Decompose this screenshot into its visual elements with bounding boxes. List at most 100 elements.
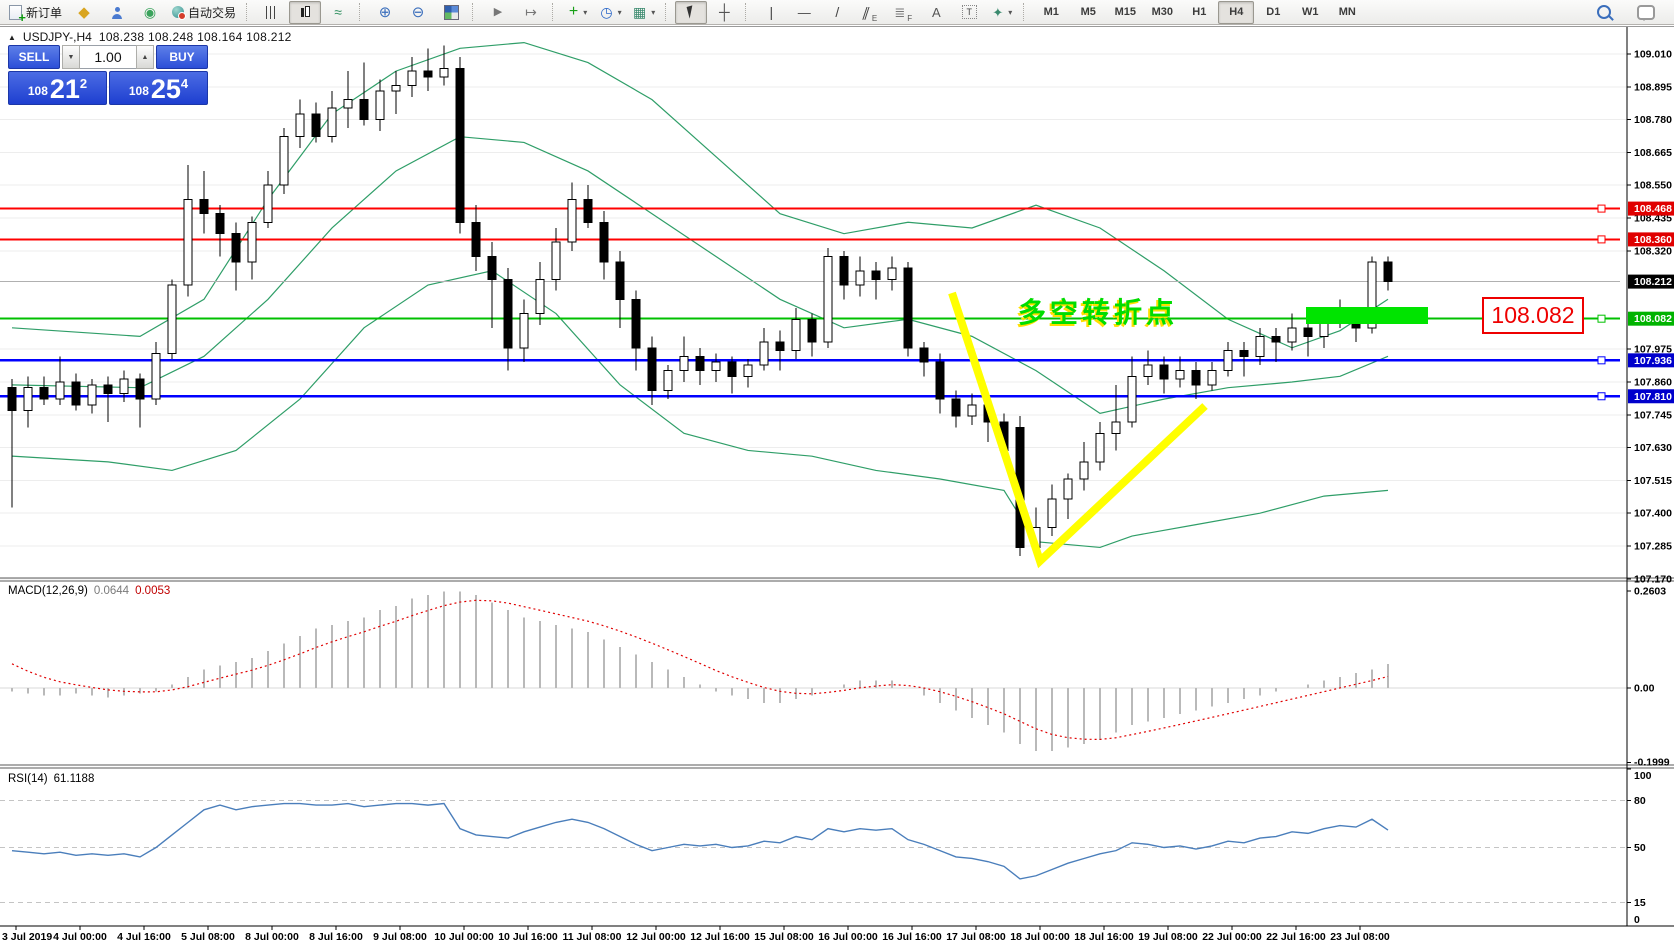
toolbar-trendline[interactable]: / <box>821 1 853 24</box>
candle-body <box>519 313 529 349</box>
toolbar-equidistant-channel[interactable]: ∥ E <box>854 1 886 24</box>
timeframe-MN[interactable]: MN <box>1338 6 1356 18</box>
price-tick-label: 108.780 <box>1634 114 1672 126</box>
toolbar-crosshair[interactable]: ┼ <box>708 1 740 24</box>
candle-body <box>1367 261 1377 329</box>
candle-body <box>359 99 369 121</box>
toolbar-auto-trading[interactable]: 自动交易 <box>167 1 241 24</box>
toolbar-zoom-out[interactable]: ⊖ <box>402 1 434 24</box>
toolbar-line-chart[interactable]: ≈ <box>322 1 354 24</box>
candle-body <box>119 378 129 394</box>
chart-window-icon: ◆ <box>78 3 90 21</box>
line-end-marker <box>1597 204 1606 213</box>
toolbar-chat[interactable] <box>1630 1 1662 24</box>
toolbar-auto-scroll[interactable]: ▶ <box>482 1 514 24</box>
toolbar-add-indicator[interactable]: + ▾ <box>562 1 594 24</box>
timeframe-M30[interactable]: M30 <box>1151 6 1173 18</box>
date-label: 17 Jul 08:00 <box>946 931 1006 943</box>
volume-input[interactable]: 1.00 <box>80 45 136 69</box>
candle-body <box>1239 350 1249 357</box>
text-label-icon: T <box>961 5 977 19</box>
toolbar-separator <box>359 3 364 21</box>
toolbar-signals[interactable]: ◉ <box>134 1 166 24</box>
price-badge-label: 108.468 <box>1634 203 1672 215</box>
new-order-label: 新订单 <box>26 5 63 20</box>
candle-body <box>1207 370 1217 386</box>
price-badge <box>1628 201 1674 216</box>
periods-dropdown-caret[interactable]: ▾ <box>617 7 622 17</box>
toolbar-profiles[interactable] <box>101 1 133 24</box>
candle-body <box>439 67 449 78</box>
turning-point-annotation: 多空转折点 <box>1018 297 1179 328</box>
toolbar-chart-window[interactable]: ◆ <box>68 1 100 24</box>
timeframe-D1[interactable]: D1 <box>1266 6 1281 18</box>
equidistant-channel-sub-label: E <box>871 13 878 23</box>
candle-body <box>823 256 833 343</box>
timeframe-H4[interactable]: H4 <box>1218 0 1255 24</box>
arrows-dropdown-caret[interactable]: ▾ <box>1008 7 1013 17</box>
ohlc-values: 108.238 108.248 108.164 108.212 <box>98 30 292 44</box>
toolbar-text-label[interactable]: T <box>953 1 985 24</box>
support-zone-rectangle <box>1306 307 1428 324</box>
toolbar-cursor[interactable] <box>675 0 708 24</box>
candle-body <box>39 387 49 400</box>
date-label: 12 Jul 00:00 <box>626 931 686 943</box>
sell-button[interactable]: SELL <box>8 45 60 69</box>
toolbar-candlestick-chart[interactable] <box>289 0 322 24</box>
toolbar-tile-windows[interactable] <box>435 1 467 24</box>
chat-icon <box>1637 4 1655 21</box>
toolbar-search[interactable] <box>1588 1 1620 24</box>
date-label: 10 Jul 00:00 <box>434 931 494 943</box>
macd-value: 0.0644 <box>93 585 130 597</box>
timeframe-M1[interactable]: M1 <box>1043 6 1059 18</box>
auto-trading-label: 自动交易 <box>188 5 237 20</box>
vertical-line-icon: | <box>769 4 774 20</box>
toolbar-templates[interactable]: ▦ ▾ <box>628 1 660 24</box>
toolbar-new-order[interactable]: 新订单 <box>4 1 67 25</box>
candle-body <box>711 361 721 372</box>
toolbar-zoom-in[interactable]: ⊕ <box>369 1 401 24</box>
timeframe-M5[interactable]: M5 <box>1080 6 1096 18</box>
price-badge <box>1628 389 1674 404</box>
timeframe-H1[interactable]: H1 <box>1192 6 1207 18</box>
toolbar-bar-chart[interactable] <box>256 1 288 24</box>
candle-body <box>1303 327 1313 337</box>
toolbar-fibonacci[interactable]: ≣ F <box>887 1 919 24</box>
templates-dropdown-caret[interactable]: ▾ <box>651 7 656 17</box>
chart-canvas[interactable]: 109.010 108.895 108.780 108.665 108.550 108.4… <box>0 27 1674 949</box>
buy-button[interactable]: BUY <box>156 45 208 69</box>
candle-body <box>247 221 257 263</box>
price-badge-label: 108.360 <box>1634 234 1672 246</box>
toolbar-separator <box>552 3 557 21</box>
toolbar-chart-shift[interactable]: ↦ <box>515 1 547 24</box>
date-label: 10 Jul 16:00 <box>498 931 558 943</box>
candle-body <box>55 381 65 400</box>
volume-increase-button[interactable]: ▲ <box>136 45 154 69</box>
search-icon <box>1597 5 1611 19</box>
macd-signal-value: 0.0053 <box>135 585 171 597</box>
toolbar-periods[interactable]: ◷ ▾ <box>595 1 627 24</box>
rsi-tick-label: 50 <box>1634 842 1646 854</box>
rsi-tick-label: 100 <box>1634 770 1652 782</box>
timeframe-W1[interactable]: W1 <box>1302 6 1319 18</box>
toolbar-vertical-line[interactable]: | <box>755 1 787 24</box>
ask-prefix: 108 <box>128 84 149 98</box>
rsi-line <box>11 802 1389 880</box>
volume-decrease-button[interactable]: ▼ <box>62 45 80 69</box>
toolbar-text[interactable]: A <box>920 1 952 24</box>
candle-body <box>23 387 33 412</box>
toolbar-horizontal-line[interactable]: — <box>788 1 820 24</box>
timeframe-M15[interactable]: M15 <box>1114 6 1136 18</box>
toolbar-separator <box>246 3 251 21</box>
date-label: 16 Jul 16:00 <box>882 931 942 943</box>
arrows-icon: ✦ <box>992 4 1004 20</box>
collapse-panel-arrow[interactable]: ▲ <box>8 32 16 42</box>
toolbar-arrows[interactable]: ✦ ▾ <box>986 1 1018 24</box>
bid-price-button[interactable]: 108 21 2 <box>8 71 107 105</box>
crosshair-icon: ┼ <box>718 3 730 21</box>
candle-body <box>471 221 481 258</box>
ask-price-button[interactable]: 108 25 4 <box>109 71 208 105</box>
add-indicator-dropdown-caret[interactable]: ▾ <box>583 7 588 17</box>
toolbar: 新订单◆◉自动交易≈⊕⊖▶↦+▾◷▾▦▾┼|—/∥E≣FAT✦▾M1M5M15M… <box>0 0 1674 25</box>
candle-body <box>87 384 97 406</box>
